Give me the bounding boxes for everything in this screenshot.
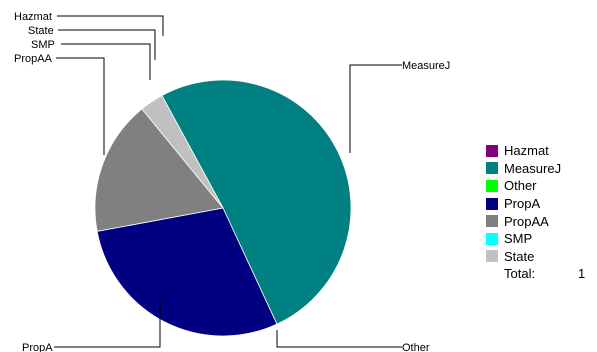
legend-total-value: 1 (578, 266, 586, 282)
callout-label-hazmat: Hazmat (14, 11, 52, 23)
callout-line-state (58, 29, 156, 60)
legend-swatch-smp (486, 232, 498, 245)
legend-label-propaa: PropAA (504, 213, 549, 229)
legend-item-other: Other (486, 177, 585, 195)
callout-label-state: State (28, 25, 54, 37)
callout-line-propaa (56, 57, 105, 155)
legend-item-measurej: MeasureJ (486, 160, 585, 178)
callout-label-other: Other (402, 342, 430, 352)
pie-slice-propa (96, 207, 278, 337)
legend: Hazmat MeasureJ Other PropA PropAA SMP State T… (486, 142, 585, 283)
pie-slice-state (141, 94, 224, 209)
callout-line-measurej (349, 64, 402, 153)
legend-swatch-measurej (486, 162, 498, 175)
legend-swatch-propa (486, 197, 498, 210)
callout-line-other (276, 330, 402, 348)
callout-line-propa (54, 300, 161, 348)
callout-label-propaa: PropAA (14, 53, 53, 65)
callout-line-smp (61, 43, 151, 80)
callout-label-propa: PropA (22, 342, 53, 352)
legend-item-smp: SMP (486, 230, 585, 248)
legend-label-hazmat: Hazmat (504, 143, 549, 159)
legend-label-state: State (504, 248, 535, 264)
legend-total-label: Total: (504, 266, 536, 282)
legend-total-row: Total: 1 (486, 265, 585, 283)
legend-item-propa: PropA (486, 195, 585, 213)
legend-item-state: State (486, 248, 585, 266)
legend-item-hazmat: Hazmat (486, 142, 585, 160)
legend-label-other: Other (504, 178, 537, 194)
legend-swatch-state (486, 250, 498, 263)
legend-label-measurej: MeasureJ (504, 160, 562, 176)
legend-swatch-hazmat (486, 144, 498, 157)
legend-swatch-other (486, 179, 498, 192)
legend-item-propaa: PropAA (486, 212, 585, 230)
callout-line-hazmat (57, 15, 164, 36)
legend-label-smp: SMP (504, 231, 533, 247)
callout-label-smp: SMP (31, 39, 55, 51)
legend-swatch-propaa (486, 215, 498, 228)
pie-slice-propaa (94, 108, 224, 232)
callout-label-measurej: MeasureJ (402, 60, 450, 72)
legend-label-propa: PropA (504, 196, 541, 212)
pie-slice-measurej (161, 79, 352, 325)
